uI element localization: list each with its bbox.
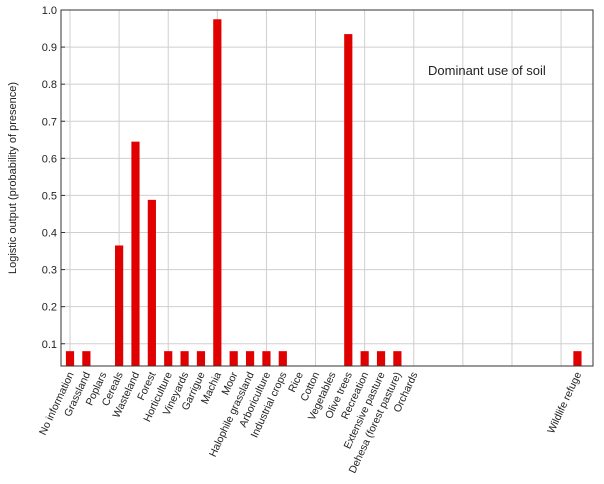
bar bbox=[573, 351, 582, 366]
y-tick-label: 0.4 bbox=[42, 228, 57, 240]
bar bbox=[278, 351, 287, 366]
bar bbox=[164, 351, 173, 366]
plot-frame bbox=[60, 9, 594, 367]
bar bbox=[360, 351, 369, 366]
y-tick-label: 0.6 bbox=[42, 153, 57, 165]
y-tick-label: 0.8 bbox=[42, 79, 57, 91]
bar bbox=[115, 245, 124, 366]
chart-annotation: Dominant use of soil bbox=[428, 63, 546, 78]
bar bbox=[131, 141, 140, 366]
bar bbox=[82, 351, 91, 366]
bar bbox=[147, 199, 156, 366]
bar bbox=[262, 351, 271, 366]
bar bbox=[393, 351, 402, 366]
bar bbox=[196, 351, 206, 366]
bars bbox=[65, 19, 582, 367]
bar bbox=[344, 34, 353, 367]
y-axis-ticks: 0.1 0.2 0.3 0.4 0.5 0.6 0.7 0.8 0.9 1.0 bbox=[42, 5, 65, 351]
y-tick-label: 0.9 bbox=[42, 42, 57, 54]
bar bbox=[65, 351, 75, 366]
y-tick-label: 0.2 bbox=[42, 302, 57, 314]
y-tick-label: 1.0 bbox=[42, 5, 57, 17]
bar bbox=[180, 351, 189, 366]
y-tick-label: 0.1 bbox=[42, 339, 57, 351]
y-tick-label: 0.7 bbox=[42, 116, 57, 128]
y-axis-label: Logistic output (probability of presence… bbox=[7, 82, 19, 274]
bar bbox=[245, 351, 255, 366]
y-tick-label: 0.3 bbox=[42, 265, 57, 277]
bar bbox=[213, 19, 222, 366]
y-tick-label: 0.5 bbox=[42, 190, 57, 202]
bar bbox=[376, 351, 386, 366]
bar bbox=[229, 351, 238, 366]
